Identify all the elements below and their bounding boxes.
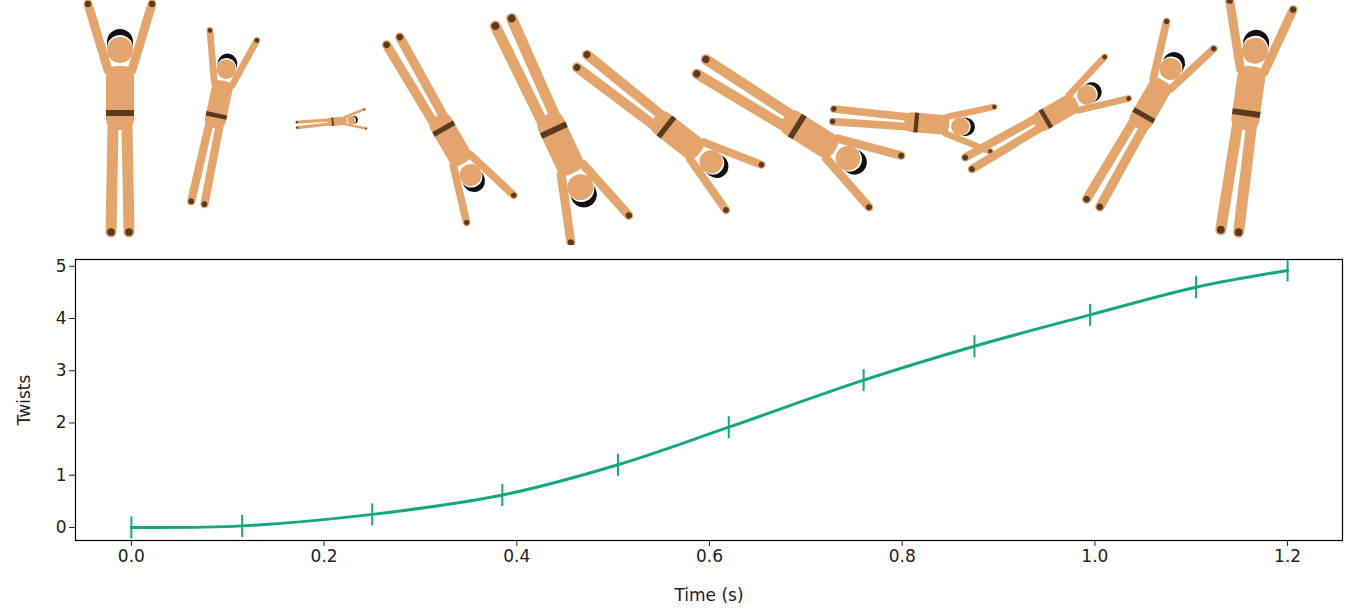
svg-text:3: 3	[56, 360, 67, 380]
svg-text:0.4: 0.4	[503, 546, 530, 566]
svg-text:4: 4	[56, 308, 67, 328]
svg-text:1: 1	[56, 465, 67, 485]
svg-text:5: 5	[56, 256, 67, 276]
svg-text:Twists: Twists	[14, 375, 34, 427]
svg-text:0.2: 0.2	[311, 546, 338, 566]
svg-text:0.8: 0.8	[889, 546, 916, 566]
svg-text:0.6: 0.6	[696, 546, 723, 566]
svg-text:2: 2	[56, 412, 67, 432]
svg-text:0.0: 0.0	[118, 546, 145, 566]
svg-text:1.0: 1.0	[1081, 546, 1108, 566]
svg-text:0: 0	[56, 517, 67, 537]
svg-text:Time (s): Time (s)	[673, 585, 743, 605]
svg-text:1.2: 1.2	[1274, 546, 1301, 566]
